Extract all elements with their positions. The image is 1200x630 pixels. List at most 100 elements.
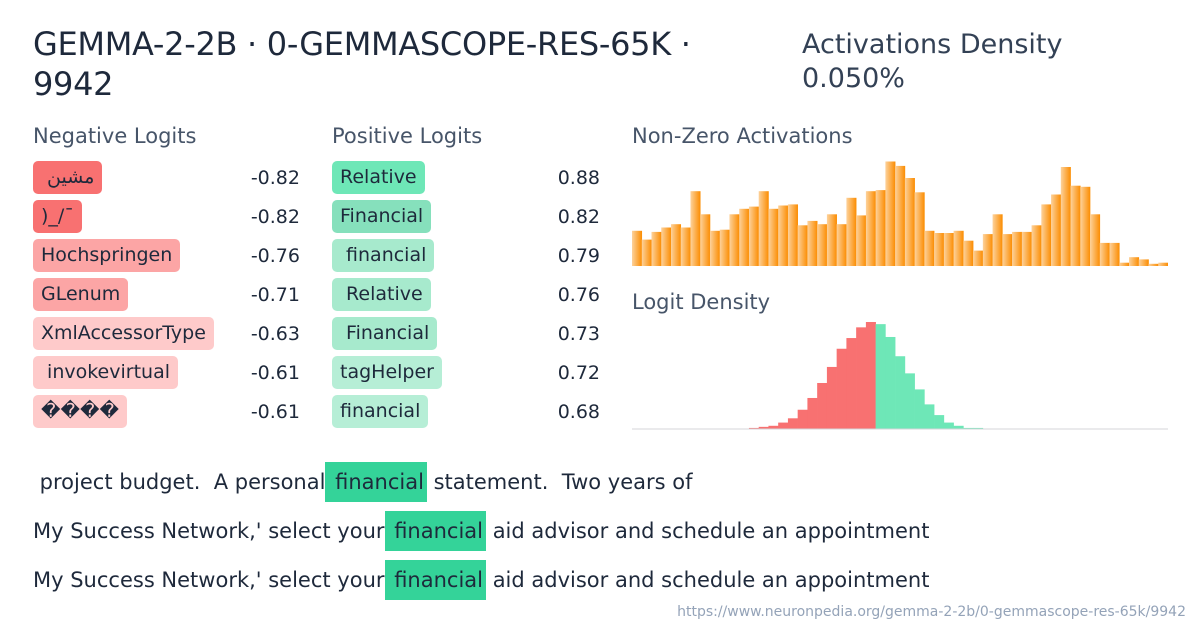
nonzero-activation-bar <box>846 197 857 266</box>
positive-logit-value: 0.72 <box>557 362 600 384</box>
negative-logit-row: Hochspringen <box>33 239 181 272</box>
nonzero-activation-bar <box>641 239 652 266</box>
nonzero-activation-bar <box>914 192 925 266</box>
nonzero-activation-bar <box>729 214 740 266</box>
nonzero-activation-bar <box>826 214 837 266</box>
example-highlighted-token: financial <box>384 560 487 600</box>
negative-logit-token[interactable]: Hochspringen <box>33 239 181 272</box>
negative-logit-token[interactable]: invokevirtual <box>33 356 178 389</box>
positive-logit-token[interactable]: financial <box>332 239 435 272</box>
positive-logit-value: 0.79 <box>557 245 600 267</box>
positive-logit-row: Financial <box>332 200 432 233</box>
negative-logit-token[interactable]: مشين <box>33 161 103 194</box>
logit-density-bar <box>865 322 876 429</box>
positive-logits-heading: Positive Logits <box>332 124 483 148</box>
nonzero-activation-bar <box>768 208 779 266</box>
negative-logit-row: invokevirtual <box>33 356 178 389</box>
example-context-after: aid advisor and schedule an appointment <box>486 519 930 543</box>
positive-logit-token[interactable]: tagHelper <box>332 356 442 389</box>
positive-logit-token[interactable]: financial <box>332 395 429 428</box>
positive-logit-value: 0.68 <box>557 401 600 423</box>
nonzero-activation-bar <box>1138 259 1149 266</box>
density-label: Activations Density <box>802 29 1063 60</box>
example-context-after: aid advisor and schedule an appointment <box>486 568 930 592</box>
example-highlighted-token: financial <box>384 511 487 551</box>
logit-density-bar <box>973 427 984 429</box>
nonzero-activation-bar <box>875 190 886 266</box>
negative-logit-row: ���� <box>33 395 127 428</box>
nonzero-activation-bar <box>739 208 750 266</box>
nonzero-activation-bar <box>973 250 984 266</box>
nonzero-activation-bar <box>758 191 769 266</box>
page-title: GEMMA-2-2B · 0-GEMMASCOPE-RES-65K · 9942 <box>33 25 691 103</box>
negative-logit-token[interactable]: ���� <box>33 395 127 428</box>
negative-logit-row: XmlAccessorType <box>33 317 214 350</box>
negative-logit-value: -0.71 <box>250 284 300 306</box>
nonzero-activation-bar <box>865 191 876 266</box>
negative-logits-heading: Negative Logits <box>33 124 197 148</box>
logit-density-histogram <box>632 322 1168 430</box>
nonzero-activation-bar <box>934 233 945 266</box>
nonzero-activation-bar <box>778 205 789 266</box>
activation-density: Activations Density 0.050% <box>802 28 1062 96</box>
negative-logit-value: -0.63 <box>250 323 300 345</box>
positive-logit-row: financial <box>332 239 435 272</box>
nonzero-activation-bar <box>661 227 672 266</box>
example-context-before: My Success Network,' select your <box>33 519 385 543</box>
positive-logit-value: 0.76 <box>557 284 600 306</box>
nonzero-activation-bar <box>836 224 847 266</box>
activation-example[interactable]: My Success Network,' select your financi… <box>33 560 929 600</box>
logit-density-bar <box>924 404 935 429</box>
nonzero-activation-bar <box>895 165 906 266</box>
logit-density-bar <box>856 327 867 429</box>
negative-logit-token[interactable]: XmlAccessorType <box>33 317 214 350</box>
nonzero-activation-bar <box>709 230 721 266</box>
example-highlighted-token: financial <box>325 462 427 502</box>
logit-density-bar <box>817 382 828 429</box>
negative-logit-value: -0.61 <box>250 401 300 423</box>
negative-logit-token[interactable]: )_/¯ <box>33 200 82 233</box>
nonzero-activation-bar <box>1070 185 1081 266</box>
logit-density-bar <box>768 425 779 429</box>
logit-density-heading: Logit Density <box>632 290 771 314</box>
negative-logit-row: مشين <box>33 161 103 194</box>
logit-density-bar <box>875 324 886 429</box>
nonzero-activation-bar <box>963 240 974 266</box>
nonzero-activations-histogram <box>632 161 1168 266</box>
logit-density-bar <box>778 422 789 429</box>
nonzero-activation-bar <box>856 215 867 266</box>
positive-logit-row: financial <box>332 395 429 428</box>
positive-logit-token[interactable]: Relative <box>332 161 425 194</box>
logit-density-bar <box>836 348 847 429</box>
positive-logit-token[interactable]: Relative <box>332 278 431 311</box>
activation-example[interactable]: My Success Network,' select your financi… <box>33 511 929 551</box>
nonzero-activations-heading: Non-Zero Activations <box>632 124 853 148</box>
logit-density-bar <box>846 338 857 429</box>
nonzero-activation-bar <box>700 214 711 266</box>
negative-logit-value: -0.82 <box>250 167 300 189</box>
positive-logit-row: Relative <box>332 278 431 311</box>
logit-density-bar <box>787 418 798 429</box>
positive-logit-value: 0.82 <box>557 206 600 228</box>
nonzero-activation-bar <box>807 220 818 266</box>
example-context-before: project budget. A personal <box>33 470 326 494</box>
nonzero-activation-bar <box>1031 225 1042 266</box>
source-url[interactable]: https://www.neuronpedia.org/gemma-2-2b/0… <box>677 604 1186 620</box>
activation-example[interactable]: project budget. A personal financial sta… <box>33 462 693 502</box>
nonzero-activation-bar <box>924 230 935 266</box>
nonzero-activation-bar <box>904 178 915 266</box>
example-context-after: statement. Two years of <box>426 470 693 494</box>
positive-logit-token[interactable]: Financial <box>332 200 432 233</box>
negative-logit-token[interactable]: GLenum <box>33 278 129 311</box>
positive-logit-token[interactable]: Financial <box>332 317 438 350</box>
nonzero-activation-bar <box>943 233 954 266</box>
logit-density-bar <box>914 389 925 429</box>
nonzero-activation-bar <box>982 234 993 266</box>
density-value: 0.050% <box>802 63 905 94</box>
nonzero-activation-bar <box>992 214 1003 266</box>
nonzero-activation-bar <box>748 206 759 266</box>
nonzero-activation-bar <box>953 230 964 266</box>
positive-logit-row: tagHelper <box>332 356 442 389</box>
logit-density-bar <box>885 336 896 429</box>
nonzero-activation-bar <box>797 225 808 266</box>
